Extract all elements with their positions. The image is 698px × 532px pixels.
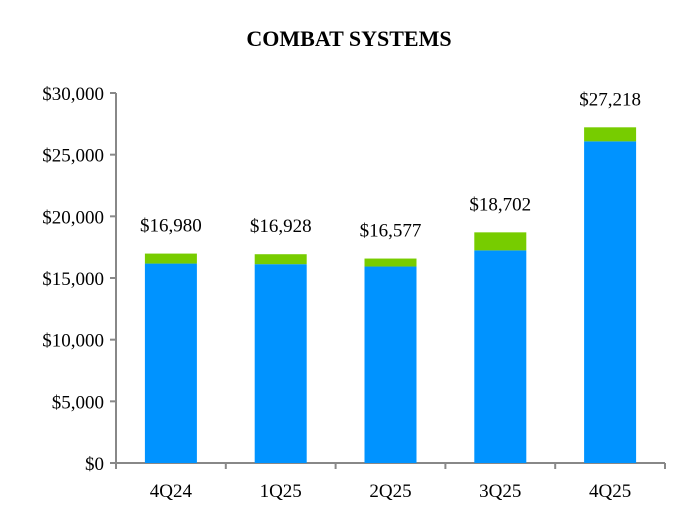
x-tick-label: 3Q25 [479,481,521,502]
bar-segment-1 [364,266,417,463]
data-label: $16,577 [360,221,422,242]
data-label: $27,218 [579,89,641,110]
y-tick-label: $30,000 [42,84,104,105]
y-tick-label: $15,000 [42,269,104,290]
x-tick-label: 1Q25 [260,481,302,502]
y-tick-label: $20,000 [42,207,104,228]
data-label: $16,980 [140,216,202,237]
data-label: $18,702 [469,194,531,215]
x-tick-label: 4Q24 [150,481,193,502]
x-tick-label: 4Q25 [589,481,631,502]
bar-segment-2 [254,254,307,265]
bar-segment-1 [474,250,527,463]
bar-segment-1 [584,141,637,463]
bar-segment-1 [254,264,307,463]
bar-segment-2 [364,258,417,267]
chart-title: COMBAT SYSTEMS [246,26,452,51]
y-tick-label: $5,000 [52,392,104,413]
bar-segment-2 [584,127,637,142]
bar-segment-2 [144,253,197,264]
y-tick-label: $25,000 [42,146,104,167]
data-label: $16,928 [250,216,312,237]
x-tick-label: 2Q25 [369,481,411,502]
y-tick-label: $0 [85,454,104,475]
bar-segment-1 [144,263,197,463]
y-tick-label: $10,000 [42,331,104,352]
bar-segment-2 [474,232,527,251]
